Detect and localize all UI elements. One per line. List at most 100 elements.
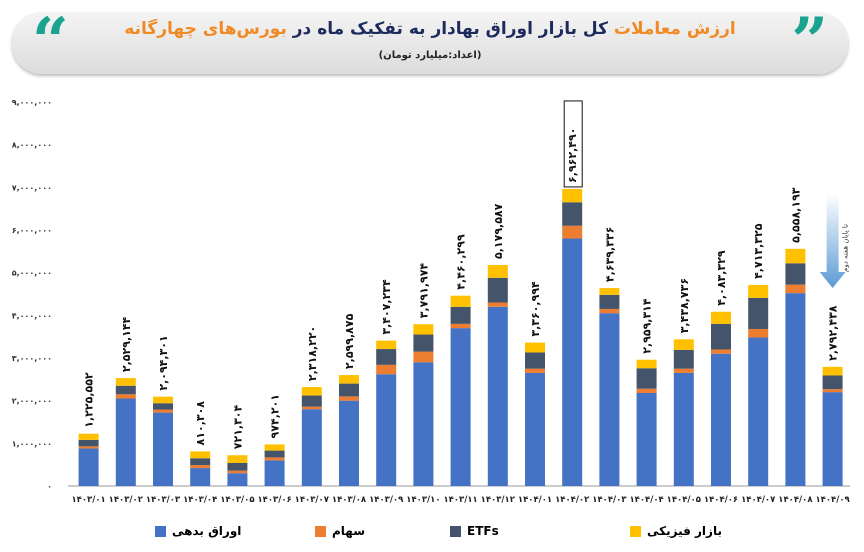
bar-segment: [339, 383, 359, 397]
total-value-label: ۵,۱۷۹,۵۸۷: [492, 203, 505, 259]
bar-segment: [450, 323, 471, 329]
bar-segment: [822, 375, 843, 390]
bar-segment: [264, 460, 285, 486]
quote-open-icon: “: [32, 4, 69, 79]
x-tick-label: ۱۴۰۳/۰۲: [109, 495, 144, 505]
bar-segment: [301, 406, 322, 410]
legend-swatch: [155, 525, 166, 537]
x-tick-label: ۱۴۰۴/۰۹: [815, 495, 850, 505]
bar-segment: [190, 465, 211, 469]
title-banner: “ ” ارزش معاملات کل بازار اوراق بهادار ب…: [12, 4, 848, 79]
bar-segment: [339, 400, 359, 486]
bar-segment: [115, 385, 136, 395]
bar-segment: [673, 349, 694, 369]
y-tick-label: ۳,۰۰۰,۰۰۰: [12, 354, 52, 363]
bar-segment: [413, 362, 434, 486]
legend-label: سهام: [332, 524, 366, 538]
bar-segment: [711, 323, 731, 350]
x-tick-label: ۱۴۰۳/۰۷: [295, 495, 330, 505]
bar-segment: [711, 349, 731, 354]
bar-segment: [487, 265, 508, 278]
bar-segment: [78, 448, 99, 486]
total-value-label: ۴,۰۸۳,۳۲۹: [715, 250, 728, 306]
bar-segment: [450, 306, 471, 324]
x-tick-label: ۱۴۰۳/۰۴: [183, 495, 217, 505]
bar-segment: [785, 248, 806, 264]
x-tick-label: ۱۴۰۴/۰۵: [667, 495, 701, 505]
bar-segment: [301, 395, 322, 407]
y-tick-label: ۷,۰۰۰,۰۰۰: [12, 183, 52, 192]
bar-segment: [153, 396, 173, 404]
bar-segment: [264, 450, 285, 458]
bar-segment: [711, 353, 731, 486]
bar-segment: [562, 188, 583, 203]
bar-segment: [450, 295, 471, 307]
total-value-label: ۵,۵۵۸,۱۹۳: [789, 187, 802, 243]
total-value-label: ۷۲۱,۳۰۴: [231, 404, 244, 449]
bar-segment: [227, 455, 248, 463]
bar-segment: [413, 351, 434, 363]
total-value-label: ۲,۵۹۹,۸۷۵: [343, 313, 356, 369]
total-value-label: ۴,۶۳۹,۳۳۶: [603, 227, 616, 282]
highlight-box: [563, 100, 583, 188]
x-tick-label: ۱۴۰۴/۰۶: [704, 495, 738, 505]
total-value-label: ۲,۳۱۸,۲۲۰: [306, 326, 319, 381]
bar-segment: [562, 238, 583, 486]
bar-segment: [599, 308, 620, 314]
total-value-label: ۶,۹۶۲,۴۹۰: [566, 128, 579, 183]
x-tick-label: ۱۴۰۴/۰۲: [555, 495, 590, 505]
bar-segment: [673, 339, 694, 350]
y-tick-label: ۶,۰۰۰,۰۰۰: [12, 226, 52, 235]
x-tick-label: ۱۴۰۴/۰۸: [778, 495, 813, 505]
bar-segment: [190, 468, 211, 486]
bar-segment: [115, 394, 136, 399]
total-value-label: ۲,۰۹۴,۳۰۱: [157, 335, 170, 390]
bar-segment: [636, 392, 657, 486]
y-tick-label: ۴,۰۰۰,۰۰۰: [12, 311, 52, 320]
x-tick-label: ۱۴۰۴/۰۷: [741, 495, 776, 505]
bar-segment: [525, 352, 545, 369]
legend-label: ETFs: [467, 524, 499, 538]
bar-segment: [376, 340, 397, 350]
x-tick-label: ۱۴۰۴/۰۴: [629, 495, 663, 505]
bar-segment: [562, 225, 583, 239]
bar-segment: [153, 403, 173, 410]
x-tick-label: ۱۴۰۳/۰۳: [146, 495, 181, 505]
bar-segment: [673, 368, 694, 373]
title-part-3: بورس‌های چهارگانه: [124, 19, 287, 39]
bar-segment: [748, 328, 769, 338]
x-tick-label: ۱۴۰۳/۰۶: [257, 495, 291, 505]
y-tick-label: ۱,۰۰۰,۰۰۰: [12, 439, 52, 448]
total-value-label: ۳,۷۹۱,۹۷۴: [417, 263, 430, 319]
bar-segment: [748, 337, 769, 486]
bar-segment: [301, 387, 322, 396]
bar-segment: [599, 313, 620, 486]
bar-segment: [599, 294, 620, 309]
legend-item: ETFs: [450, 524, 499, 538]
bar-segment: [636, 359, 657, 369]
bar-segment: [227, 473, 248, 486]
annotation-text: تا پایان هفته دوم: [842, 224, 850, 272]
bar-segment: [190, 451, 211, 459]
bar-segment: [822, 366, 843, 376]
bar-segment: [78, 446, 99, 449]
y-tick-label: ۰: [47, 482, 52, 491]
bar-segment: [376, 374, 397, 486]
bar-segment: [153, 409, 173, 413]
quote-close-icon: ”: [791, 4, 828, 79]
bar-segment: [376, 364, 397, 375]
bar-segment: [525, 372, 545, 486]
x-tick-label: ۱۴۰۴/۰۳: [592, 495, 627, 505]
legend-swatch: [315, 525, 326, 537]
x-tick-label: ۱۴۰۳/۰۹: [369, 495, 404, 505]
total-value-label: ۴,۴۶۰,۲۹۹: [455, 234, 468, 290]
total-value-label: ۲,۹۵۹,۳۱۴: [641, 298, 654, 354]
bar-segment: [227, 462, 248, 471]
x-tick-label: ۱۴۰۳/۰۵: [220, 495, 254, 505]
title-part-1: ارزش معاملات: [613, 19, 736, 39]
bar-segment: [413, 334, 434, 352]
chart-subtitle: (اعداد:میلیارد تومان): [378, 50, 482, 61]
bar-segment: [525, 342, 545, 353]
bar-segment: [636, 388, 657, 393]
bar-segment: [115, 398, 136, 486]
